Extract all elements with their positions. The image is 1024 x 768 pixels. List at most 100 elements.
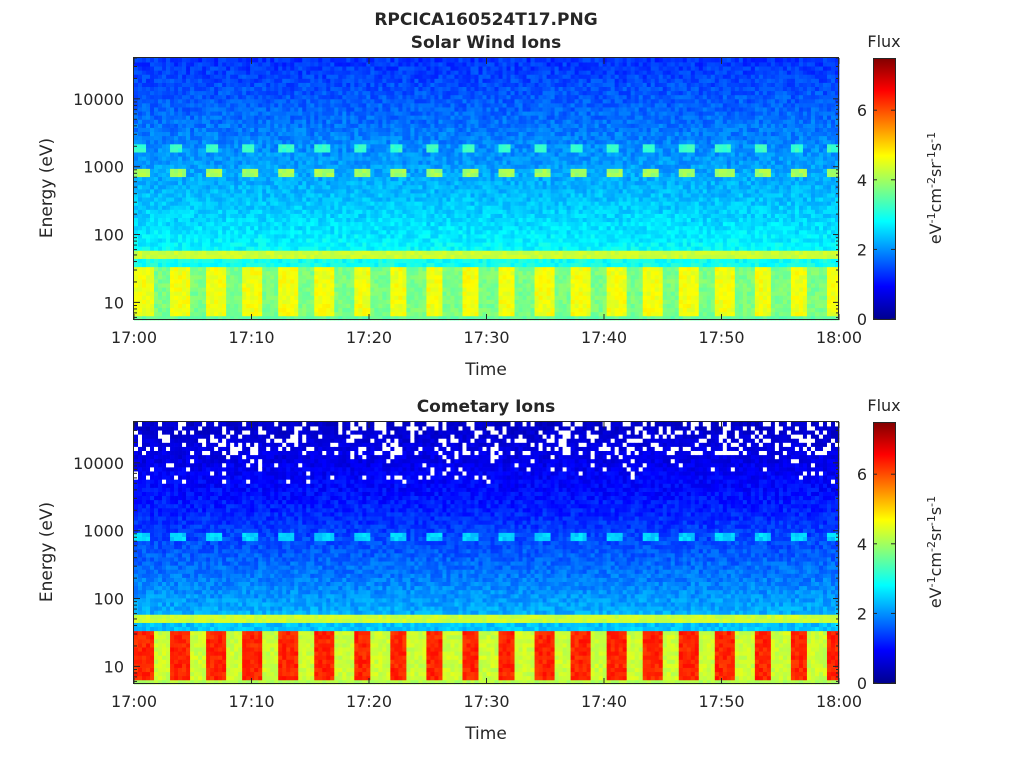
heatmap-cell: [134, 250, 138, 254]
heatmap-cell: [194, 304, 198, 308]
heatmap-cell: [222, 279, 226, 283]
heatmap-cell: [422, 119, 426, 123]
heatmap-cell: [158, 287, 162, 291]
heatmap-cell: [406, 287, 410, 291]
heatmap-cell: [218, 242, 222, 246]
heatmap-cell: [150, 201, 154, 205]
heatmap-cell: [214, 230, 218, 234]
heatmap-cell: [314, 95, 318, 99]
heatmap-cell: [146, 148, 150, 152]
heatmap-cell: [410, 156, 414, 160]
heatmap-cell: [314, 193, 318, 197]
heatmap-cell: [374, 193, 378, 197]
heatmap-cell: [238, 189, 242, 193]
heatmap-cell: [330, 242, 334, 246]
heatmap-cell: [406, 91, 410, 95]
heatmap-cell: [342, 62, 346, 66]
heatmap-cell: [346, 169, 350, 173]
heatmap-cell: [330, 189, 334, 193]
heatmap-cell: [438, 242, 442, 246]
heatmap-cell: [310, 193, 314, 197]
heatmap-cell: [178, 78, 182, 82]
heatmap-cell: [274, 250, 278, 254]
heatmap-cell: [138, 91, 142, 95]
heatmap-cell: [282, 214, 286, 218]
heatmap-cell: [286, 304, 290, 308]
heatmap-cell: [326, 263, 330, 267]
heatmap-cell: [194, 300, 198, 304]
heatmap-cell: [190, 83, 194, 87]
heatmap-cell: [270, 78, 274, 82]
heatmap-cell: [374, 279, 378, 283]
heatmap-cell: [146, 189, 150, 193]
heatmap-cell: [306, 95, 310, 99]
heatmap-cell: [370, 87, 374, 91]
heatmap-cell: [250, 185, 254, 189]
heatmap-cell: [426, 78, 430, 82]
heatmap-cell: [222, 308, 226, 312]
heatmap-cell: [250, 124, 254, 128]
heatmap-cell: [442, 201, 446, 205]
heatmap-cell: [210, 283, 214, 287]
heatmap-cell: [382, 259, 386, 263]
heatmap-cell: [322, 197, 326, 201]
heatmap-cell: [282, 242, 286, 246]
heatmap-cell: [386, 173, 390, 177]
heatmap-cell: [298, 218, 302, 222]
heatmap-cell: [274, 222, 278, 226]
heatmap-cell: [226, 144, 230, 148]
heatmap-cell: [358, 115, 362, 119]
heatmap-cell: [254, 119, 258, 123]
heatmap-cell: [262, 218, 266, 222]
heatmap-cell: [362, 291, 366, 295]
heatmap-cell: [406, 78, 410, 82]
heatmap-cell: [178, 115, 182, 119]
heatmap-cell: [350, 152, 354, 156]
heatmap-cell: [198, 103, 202, 107]
heatmap-cell: [434, 152, 438, 156]
heatmap-cell: [234, 250, 238, 254]
heatmap-cell: [354, 169, 358, 173]
heatmap-cell: [162, 140, 166, 144]
heatmap-cell: [198, 148, 202, 152]
heatmap-cell: [302, 218, 306, 222]
heatmap-cell: [382, 111, 386, 115]
heatmap-cell: [162, 300, 166, 304]
heatmap-cell: [194, 283, 198, 287]
heatmap-cell: [366, 124, 370, 128]
heatmap-cell: [146, 226, 150, 230]
heatmap-cell: [410, 152, 414, 156]
heatmap-cell: [182, 91, 186, 95]
heatmap-cell: [294, 87, 298, 91]
heatmap-cell: [258, 140, 262, 144]
heatmap-cell: [166, 304, 170, 308]
heatmap-cell: [374, 136, 378, 140]
heatmap-cell: [234, 99, 238, 103]
heatmap-cell: [390, 205, 394, 209]
heatmap-cell: [266, 58, 270, 62]
heatmap-cell: [358, 189, 362, 193]
heatmap-cell: [186, 95, 190, 99]
heatmap-cell: [166, 275, 170, 279]
heatmap-cell: [346, 201, 350, 205]
heatmap-cell: [170, 70, 174, 74]
heatmap-cell: [142, 62, 146, 66]
heatmap-cell: [150, 78, 154, 82]
heatmap-cell: [414, 103, 418, 107]
heatmap-cell: [306, 218, 310, 222]
heatmap-cell: [150, 132, 154, 136]
heatmap-cell: [362, 99, 366, 103]
heatmap-cell: [142, 193, 146, 197]
heatmap-cell: [406, 218, 410, 222]
heatmap-cell: [142, 164, 146, 168]
heatmap-cell: [410, 226, 414, 230]
heatmap-cell: [374, 83, 378, 87]
heatmap-cell: [422, 111, 426, 115]
heatmap-cell: [338, 246, 342, 250]
heatmap-cell: [326, 246, 330, 250]
heatmap-cell: [414, 111, 418, 115]
heatmap-cell: [186, 279, 190, 283]
heatmap-cell: [366, 275, 370, 279]
heatmap-cell: [234, 201, 238, 205]
heatmap-cell: [250, 119, 254, 123]
